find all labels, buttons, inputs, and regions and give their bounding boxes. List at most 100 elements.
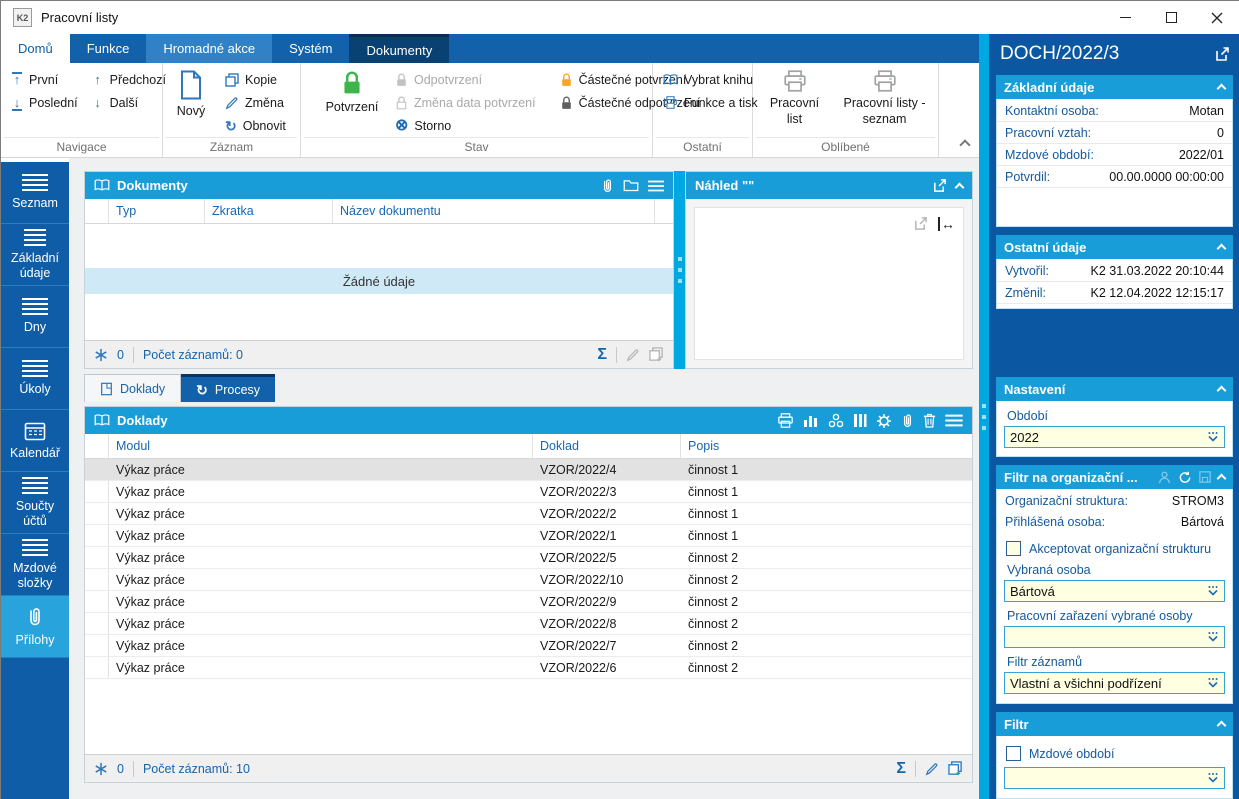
accept-org-structure-checkbox[interactable] <box>1006 541 1021 556</box>
collapse-icon[interactable] <box>1216 243 1227 254</box>
dropdown-icon[interactable] <box>1207 772 1219 784</box>
storno-button[interactable]: ⊗ Storno <box>395 116 452 134</box>
filtr-zaznamu-select[interactable]: Vlastní a všichni podřízení <box>1004 672 1225 694</box>
favorite-pracovni-listy-seznam-button[interactable]: Pracovní listy - seznam <box>836 68 934 137</box>
sidebar-item-kalendar[interactable]: Kalendář <box>1 410 69 472</box>
sidebar-item-seznam[interactable]: Seznam <box>1 162 69 224</box>
copy-add-icon[interactable] <box>948 761 963 776</box>
workflow-icon[interactable] <box>828 413 844 428</box>
column-header-popis[interactable]: Popis <box>688 439 720 453</box>
edit-button[interactable]: Změna <box>219 91 292 114</box>
trash-icon[interactable] <box>923 413 936 428</box>
ribbon-tab-hromadne-akce[interactable]: Hromadné akce <box>146 34 273 63</box>
last-button[interactable]: ↓ Poslední <box>5 91 84 114</box>
dropdown-icon[interactable] <box>1207 431 1219 443</box>
sidebar-item-ukoly[interactable]: Úkoly <box>1 348 69 410</box>
table-row[interactable]: Výkaz práce VZOR/2022/3 činnost 1 <box>85 481 972 503</box>
print-icon[interactable] <box>777 413 794 428</box>
sidebar-item-dny[interactable]: Dny <box>1 286 69 348</box>
dokumenty-status-bar: 0 Počet záznamů: 0 Σ <box>85 340 673 368</box>
filtr-zaznamu-label: Filtr záznamů <box>1007 655 1083 669</box>
confirm-button[interactable]: Potvrzení <box>321 68 383 137</box>
tab-doklady[interactable]: Doklady <box>84 374 182 402</box>
table-row[interactable]: Výkaz práce VZOR/2022/4 činnost 1 <box>85 459 972 481</box>
group-label-zaznam: Záznam <box>166 137 297 157</box>
table-row[interactable]: Výkaz práce VZOR/2022/9 činnost 2 <box>85 591 972 613</box>
dropdown-icon[interactable] <box>1207 677 1219 689</box>
column-header-nazev-dokumentu[interactable]: Název dokumentu <box>333 199 655 223</box>
external-link-icon[interactable] <box>1214 46 1230 62</box>
partial-confirm-button[interactable]: Částečné potvrzení <box>554 68 707 91</box>
folder-icon[interactable] <box>623 179 639 192</box>
copy-button[interactable]: Kopie <box>219 68 292 91</box>
vybrana-osoba-select[interactable]: Bártová <box>1004 580 1225 602</box>
gear-icon[interactable] <box>876 413 892 429</box>
nahled-panel: Náhled "" ↔ <box>685 171 973 369</box>
right-panel-splitter[interactable] <box>979 34 989 799</box>
ribbon-tab-system[interactable]: Systém <box>289 41 333 56</box>
collapse-icon[interactable] <box>954 182 965 192</box>
copy-add-icon[interactable] <box>649 347 664 362</box>
table-row[interactable]: Výkaz práce VZOR/2022/2 činnost 1 <box>85 503 972 525</box>
favorite-pracovni-list-button[interactable]: Pracovní list <box>758 68 832 137</box>
collapse-icon[interactable] <box>1216 83 1227 94</box>
maximize-button[interactable] <box>1148 1 1194 34</box>
table-row[interactable]: Výkaz práce VZOR/2022/10 činnost 2 <box>85 569 972 591</box>
dropdown-icon[interactable] <box>1207 585 1219 597</box>
collapse-icon[interactable] <box>1216 385 1227 396</box>
collapse-icon[interactable] <box>1216 720 1227 731</box>
table-row[interactable]: Výkaz práce VZOR/2022/5 činnost 2 <box>85 547 972 569</box>
section-filtr: Filtr Mzdové období <box>996 712 1233 799</box>
chart-icon[interactable] <box>803 413 819 428</box>
columns-icon[interactable] <box>853 413 867 428</box>
external-link-icon[interactable] <box>913 216 928 231</box>
refresh-icon[interactable] <box>1178 471 1192 484</box>
column-header-typ[interactable]: Typ <box>109 199 205 223</box>
collapse-icon[interactable] <box>1216 473 1227 484</box>
minimize-button[interactable] <box>1102 1 1148 34</box>
edit-icon[interactable] <box>925 762 939 776</box>
next-button[interactable]: ↓ Další <box>86 91 172 114</box>
ribbon-tab-dokumenty[interactable]: Dokumenty <box>349 34 450 63</box>
ribbon-tab-domu[interactable]: Domů <box>1 34 70 63</box>
external-link-icon[interactable] <box>932 178 947 193</box>
sidebar-item-soucty-uctu[interactable]: Součty účtů <box>1 472 69 534</box>
sum-icon[interactable]: Σ <box>597 345 607 363</box>
column-header-doklad[interactable]: Doklad <box>533 434 681 458</box>
dropdown-icon[interactable] <box>1207 631 1219 643</box>
table-row[interactable]: Výkaz práce VZOR/2022/1 činnost 1 <box>85 525 972 547</box>
new-button[interactable]: Nový <box>167 68 215 137</box>
column-header-zkratka[interactable]: Zkratka <box>205 199 333 223</box>
previous-button[interactable]: ↑ Předchozí <box>86 68 172 91</box>
dokumenty-table-body: Žádné údaje <box>85 224 673 340</box>
pracovni-zarazeni-select[interactable] <box>1004 626 1225 648</box>
resize-width-icon[interactable]: ↔ <box>938 216 955 231</box>
mzdove-obdobi-select[interactable] <box>1004 767 1225 789</box>
sum-icon[interactable]: Σ <box>896 759 906 777</box>
table-row[interactable]: Výkaz práce VZOR/2022/7 činnost 2 <box>85 635 972 657</box>
menu-icon[interactable] <box>945 414 963 427</box>
close-button[interactable] <box>1194 1 1239 34</box>
menu-icon[interactable] <box>648 180 664 192</box>
ribbon-group-navigace: ↑ První ↓ Poslední ↑ Předchozí ↓ Další <box>1 63 166 157</box>
tab-procesy[interactable]: ↻ Procesy <box>181 374 276 402</box>
mzdove-obdobi-checkbox[interactable] <box>1006 746 1021 761</box>
change-confirm-date-button[interactable]: Změna data potvrzení <box>389 91 542 114</box>
paperclip-icon[interactable] <box>901 413 914 429</box>
table-row[interactable]: Výkaz práce VZOR/2022/8 činnost 2 <box>85 613 972 635</box>
sidebar-item-zakladni-udaje[interactable]: Základní údaje <box>1 224 69 286</box>
paperclip-icon[interactable] <box>601 178 614 194</box>
functions-print-button[interactable]: Funkce a tisk <box>657 91 764 114</box>
table-row[interactable]: Výkaz práce VZOR/2022/6 činnost 2 <box>85 657 972 679</box>
panel-splitter[interactable] <box>674 171 685 369</box>
first-button[interactable]: ↑ První <box>5 68 84 91</box>
refresh-button[interactable]: ↻ Obnovit <box>225 117 286 134</box>
unconfirm-button[interactable]: Odpotvrzení <box>389 68 542 91</box>
edit-icon[interactable] <box>626 348 640 362</box>
sidebar-item-prilohy[interactable]: Přílohy <box>1 596 69 658</box>
column-header-modul[interactable]: Modul <box>109 434 533 458</box>
select-book-button[interactable]: Vybrat knihu <box>657 68 764 91</box>
ribbon-tab-funkce[interactable]: Funkce <box>86 41 130 56</box>
sidebar-item-mzdove-slozky[interactable]: Mzdové složky <box>1 534 69 596</box>
obdobi-select[interactable]: 2022 <box>1004 426 1225 448</box>
